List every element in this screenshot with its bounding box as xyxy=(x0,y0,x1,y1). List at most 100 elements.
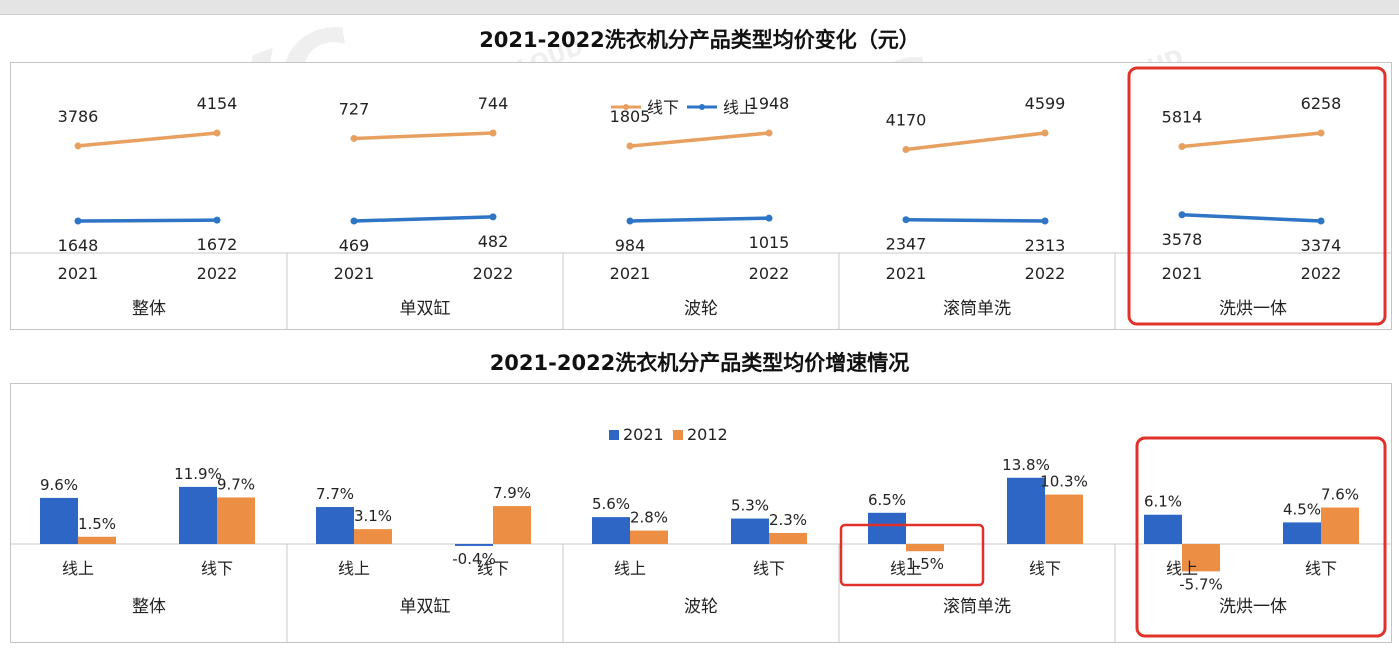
data-point-offline xyxy=(213,129,221,137)
highlight-box xyxy=(839,523,985,587)
data-point-online xyxy=(1317,217,1325,225)
data-label: 4.5% xyxy=(1283,500,1321,518)
bar-2021 xyxy=(1007,477,1045,544)
data-label: 469 xyxy=(339,236,370,255)
group-label: 单双缸 xyxy=(400,596,451,617)
data-point-offline xyxy=(902,146,910,154)
x-tick-label: 2021 xyxy=(334,264,375,283)
data-label: 744 xyxy=(478,94,509,113)
data-label: 4599 xyxy=(1025,94,1066,113)
data-label: 11.9% xyxy=(174,465,222,483)
series-line-offline xyxy=(629,131,770,148)
data-label: -0.4% xyxy=(452,550,496,568)
group-label: 整体 xyxy=(132,299,166,319)
group-label: 波轮 xyxy=(684,299,718,319)
group-label: 洗烘一体 xyxy=(1219,299,1287,319)
legend-label: 2012 xyxy=(687,425,728,444)
bar-2012 xyxy=(354,529,392,544)
data-point-offline xyxy=(626,142,634,150)
data-point-online xyxy=(350,217,358,225)
bar-2012 xyxy=(78,536,116,544)
highlight-box xyxy=(1135,436,1387,638)
data-point-online xyxy=(213,216,221,224)
category-label: 线下 xyxy=(753,559,785,578)
data-label: 13.8% xyxy=(1002,456,1050,474)
data-label: -5.7% xyxy=(1179,575,1223,593)
data-point-online xyxy=(626,217,634,225)
bar-2012 xyxy=(630,530,668,544)
group-label: 滚筒单洗 xyxy=(943,597,1011,617)
data-label: 5.3% xyxy=(731,497,769,515)
bar-2021 xyxy=(179,486,217,544)
legend-swatch xyxy=(623,104,629,110)
bar-2021 xyxy=(1283,522,1321,544)
legend-swatch xyxy=(609,430,619,440)
data-point-online xyxy=(1178,211,1186,219)
bar-2021 xyxy=(455,544,493,546)
data-label: 3.1% xyxy=(354,507,392,525)
bar-2021 xyxy=(1144,514,1182,544)
data-label: 1.5% xyxy=(78,515,116,533)
data-point-offline xyxy=(765,129,773,137)
x-tick-label: 2021 xyxy=(1162,264,1203,283)
category-label: 线下 xyxy=(201,559,233,578)
highlight-box xyxy=(1127,66,1387,326)
bar-2012 xyxy=(493,506,531,544)
data-point-online xyxy=(489,213,497,221)
chart-title: 2021-2022洗衣机分产品类型均价变化（元） xyxy=(479,28,920,52)
x-tick-label: 2021 xyxy=(58,264,99,283)
x-tick-label: 2022 xyxy=(749,264,790,283)
category-label: 线上 xyxy=(338,559,370,578)
bar-2012 xyxy=(1045,494,1083,544)
group-label: 滚筒单洗 xyxy=(943,299,1011,319)
group-label: 波轮 xyxy=(684,597,718,617)
series-line-online xyxy=(1181,213,1322,223)
series-line-online xyxy=(629,216,770,223)
data-point-offline xyxy=(1178,143,1186,151)
data-point-online xyxy=(765,214,773,222)
legend-swatch xyxy=(673,430,683,440)
series-line-online xyxy=(353,215,494,223)
group-label: 洗烘一体 xyxy=(1219,597,1287,617)
data-label: 9.7% xyxy=(217,475,255,493)
data-point-offline xyxy=(1041,129,1049,137)
series-line-online xyxy=(905,217,1046,223)
group-label: 单双缸 xyxy=(400,298,451,319)
data-label: 1648 xyxy=(58,236,99,255)
data-label: 7.7% xyxy=(316,485,354,503)
data-label: 5.6% xyxy=(592,495,630,513)
category-label: 线上 xyxy=(1166,559,1198,578)
data-label: 5814 xyxy=(1162,108,1203,127)
data-label: 4154 xyxy=(197,94,238,113)
category-label: 线上 xyxy=(614,559,646,578)
data-point-online xyxy=(902,216,910,224)
bar-2021 xyxy=(731,518,769,544)
top-toolbar-strip xyxy=(0,0,1399,15)
data-point-offline xyxy=(74,142,82,150)
data-label: 6.5% xyxy=(868,491,906,509)
legend-label: 线上 xyxy=(723,98,755,117)
series-line-offline xyxy=(905,131,1046,152)
category-label: 线下 xyxy=(1305,559,1337,578)
data-label: 2.3% xyxy=(769,511,807,529)
bar-2012 xyxy=(1321,507,1359,544)
data-label: 7.6% xyxy=(1321,486,1359,504)
data-point-online xyxy=(1041,217,1049,225)
x-tick-label: 2022 xyxy=(473,264,514,283)
data-label: 2347 xyxy=(886,235,927,254)
bar-2012 xyxy=(1182,544,1220,572)
x-tick-label: 2022 xyxy=(1301,264,1342,283)
series-line-offline xyxy=(77,131,218,148)
bar-chart-panel: 2021 2012 9.6% 1.5% 线上 11.9% 9.7% 线下 整体 7.7% 3.1% 线… xyxy=(10,383,1392,643)
data-label: 1672 xyxy=(197,235,238,254)
chart-title: 2021-2022洗衣机分产品类型均价增速情况 xyxy=(489,351,910,375)
legend-label: 2021 xyxy=(623,425,664,444)
data-label: 984 xyxy=(615,236,646,255)
data-label: 9.6% xyxy=(40,476,78,494)
data-point-offline xyxy=(350,134,358,142)
category-label: 线下 xyxy=(1029,559,1061,578)
data-label: 2.8% xyxy=(630,509,668,527)
x-tick-label: 2022 xyxy=(1025,264,1066,283)
category-label: 线上 xyxy=(890,559,922,578)
data-label: 6.1% xyxy=(1144,493,1182,511)
